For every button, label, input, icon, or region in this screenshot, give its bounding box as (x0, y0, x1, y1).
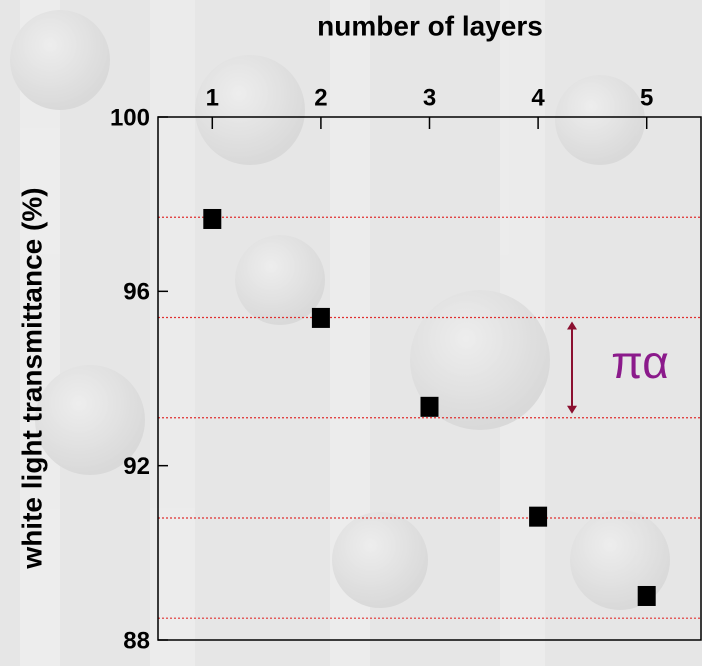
x-tick-label: 5 (640, 84, 653, 111)
data-point (311, 307, 330, 328)
data-point (637, 585, 656, 606)
y-axis-label: white light transmittance (%) (16, 187, 47, 569)
chart-title: number of layers (317, 10, 543, 41)
arrow-head (567, 321, 577, 330)
x-tick-label: 2 (314, 84, 327, 111)
y-tick-label: 100 (110, 104, 150, 131)
y-tick-label: 88 (123, 627, 150, 654)
data-point (420, 396, 439, 417)
data-point (203, 208, 222, 229)
y-tick-label: 96 (123, 279, 150, 306)
data-point (529, 506, 548, 527)
x-tick-label: 4 (531, 84, 545, 111)
x-tick-label: 1 (206, 84, 219, 111)
background-decoration (10, 0, 670, 666)
annotation-text: πα (611, 336, 669, 388)
y-tick-label: 92 (123, 453, 150, 480)
arrow-head (567, 405, 577, 414)
x-tick-label: 3 (423, 84, 436, 111)
